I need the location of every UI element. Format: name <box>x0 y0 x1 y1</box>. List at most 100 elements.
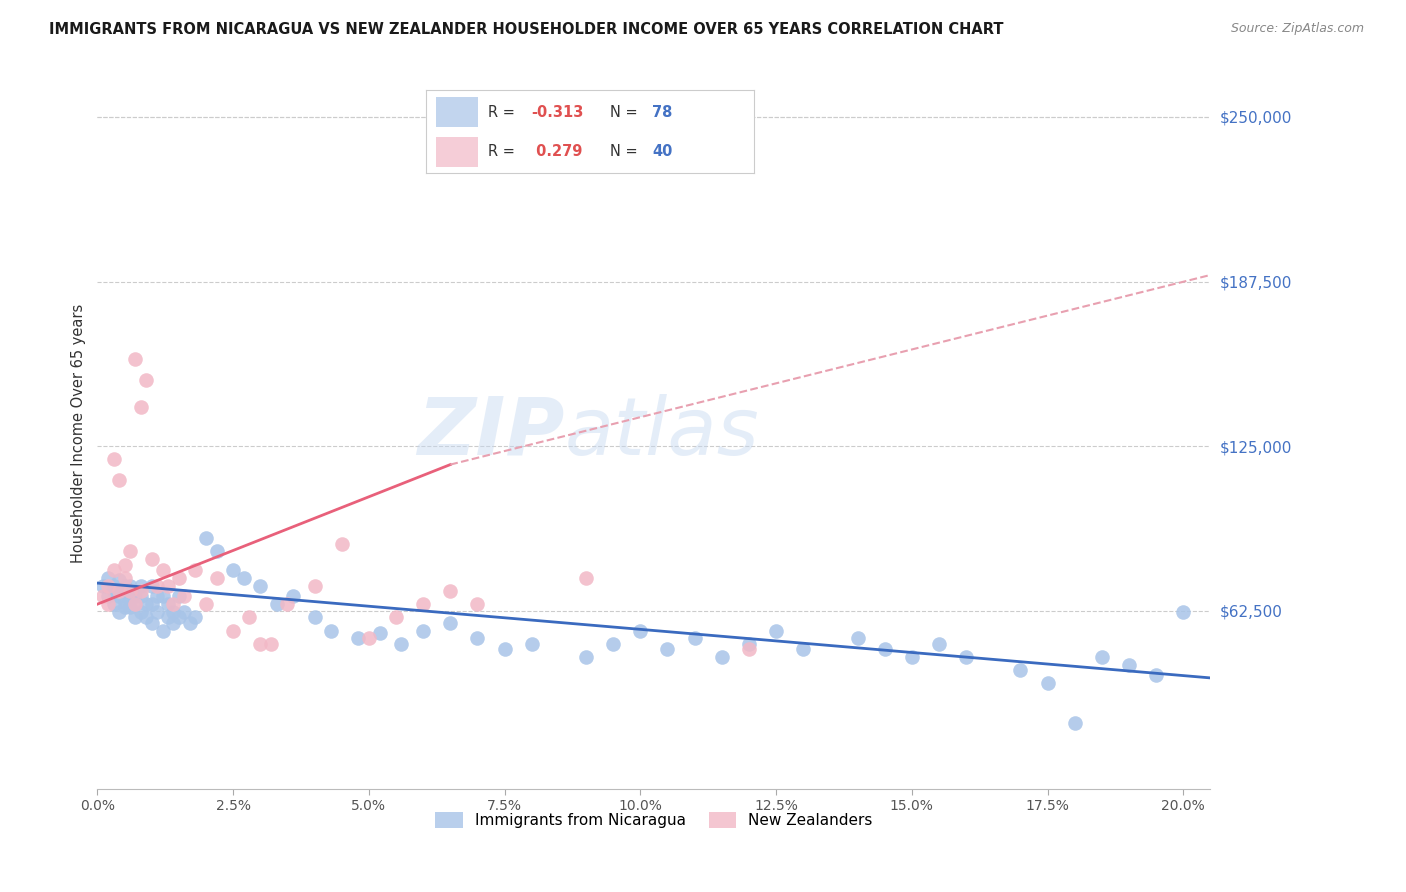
Point <box>179 615 201 630</box>
Point <box>184 563 207 577</box>
Point <box>114 558 136 572</box>
Point <box>494 642 516 657</box>
Point <box>108 584 131 599</box>
Point <box>152 563 174 577</box>
Point <box>118 589 141 603</box>
Point <box>385 610 408 624</box>
Point <box>129 589 152 603</box>
Point <box>575 649 598 664</box>
Point <box>118 579 141 593</box>
Point <box>91 579 114 593</box>
Point <box>124 589 146 603</box>
Point <box>114 571 136 585</box>
Point <box>412 597 434 611</box>
Point <box>103 563 125 577</box>
Point <box>1144 668 1167 682</box>
Point <box>152 589 174 603</box>
Point <box>194 597 217 611</box>
Point <box>765 624 787 638</box>
Point <box>129 400 152 414</box>
Point <box>249 579 271 593</box>
Point <box>135 610 157 624</box>
Point <box>114 594 136 608</box>
Point <box>330 536 353 550</box>
Point <box>738 642 761 657</box>
Point <box>368 626 391 640</box>
Point <box>1173 605 1195 619</box>
Point <box>683 632 706 646</box>
Point <box>103 452 125 467</box>
Point <box>391 637 413 651</box>
Point <box>114 579 136 593</box>
Point <box>118 544 141 558</box>
Point <box>194 532 217 546</box>
Point <box>467 597 489 611</box>
Point <box>97 589 120 603</box>
Point <box>1118 657 1140 672</box>
Point <box>129 579 152 593</box>
Point <box>467 632 489 646</box>
Point <box>319 624 342 638</box>
Point <box>124 597 146 611</box>
Point <box>156 610 179 624</box>
Text: atlas: atlas <box>565 394 759 472</box>
Point <box>141 615 163 630</box>
Point <box>129 605 152 619</box>
Point <box>238 610 260 624</box>
Point <box>955 649 977 664</box>
Point <box>108 574 131 588</box>
Point <box>108 605 131 619</box>
Point <box>657 642 679 657</box>
Point <box>141 597 163 611</box>
Point <box>114 584 136 599</box>
Point <box>347 632 370 646</box>
Point <box>628 624 651 638</box>
Point <box>710 649 733 664</box>
Point <box>167 571 190 585</box>
Point <box>173 589 195 603</box>
Text: IMMIGRANTS FROM NICARAGUA VS NEW ZEALANDER HOUSEHOLDER INCOME OVER 65 YEARS CORR: IMMIGRANTS FROM NICARAGUA VS NEW ZEALAND… <box>49 22 1004 37</box>
Point <box>162 597 184 611</box>
Point <box>97 579 120 593</box>
Point <box>1010 663 1032 677</box>
Point <box>276 597 298 611</box>
Point <box>118 584 141 599</box>
Point <box>103 579 125 593</box>
Point <box>792 642 814 657</box>
Point <box>205 571 228 585</box>
Point <box>108 474 131 488</box>
Point <box>738 637 761 651</box>
Point <box>108 589 131 603</box>
Point <box>129 584 152 599</box>
Point <box>97 597 120 611</box>
Point <box>1091 649 1114 664</box>
Point <box>146 589 169 603</box>
Point <box>873 642 896 657</box>
Point <box>103 584 125 599</box>
Point <box>114 599 136 614</box>
Point <box>412 624 434 638</box>
Point <box>184 610 207 624</box>
Point <box>846 632 869 646</box>
Point <box>173 605 195 619</box>
Point <box>141 552 163 566</box>
Point <box>249 637 271 651</box>
Point <box>135 597 157 611</box>
Point <box>304 610 326 624</box>
Point <box>439 584 461 599</box>
Point <box>266 597 288 611</box>
Y-axis label: Householder Income Over 65 years: Householder Income Over 65 years <box>72 303 86 563</box>
Point <box>439 615 461 630</box>
Point <box>135 373 157 387</box>
Text: Source: ZipAtlas.com: Source: ZipAtlas.com <box>1230 22 1364 36</box>
Point <box>141 579 163 593</box>
Point <box>167 610 190 624</box>
Point <box>91 589 114 603</box>
Point <box>118 599 141 614</box>
Text: ZIP: ZIP <box>418 394 565 472</box>
Point <box>1063 715 1085 730</box>
Point <box>520 637 543 651</box>
Point <box>152 624 174 638</box>
Point <box>575 571 598 585</box>
Point <box>167 589 190 603</box>
